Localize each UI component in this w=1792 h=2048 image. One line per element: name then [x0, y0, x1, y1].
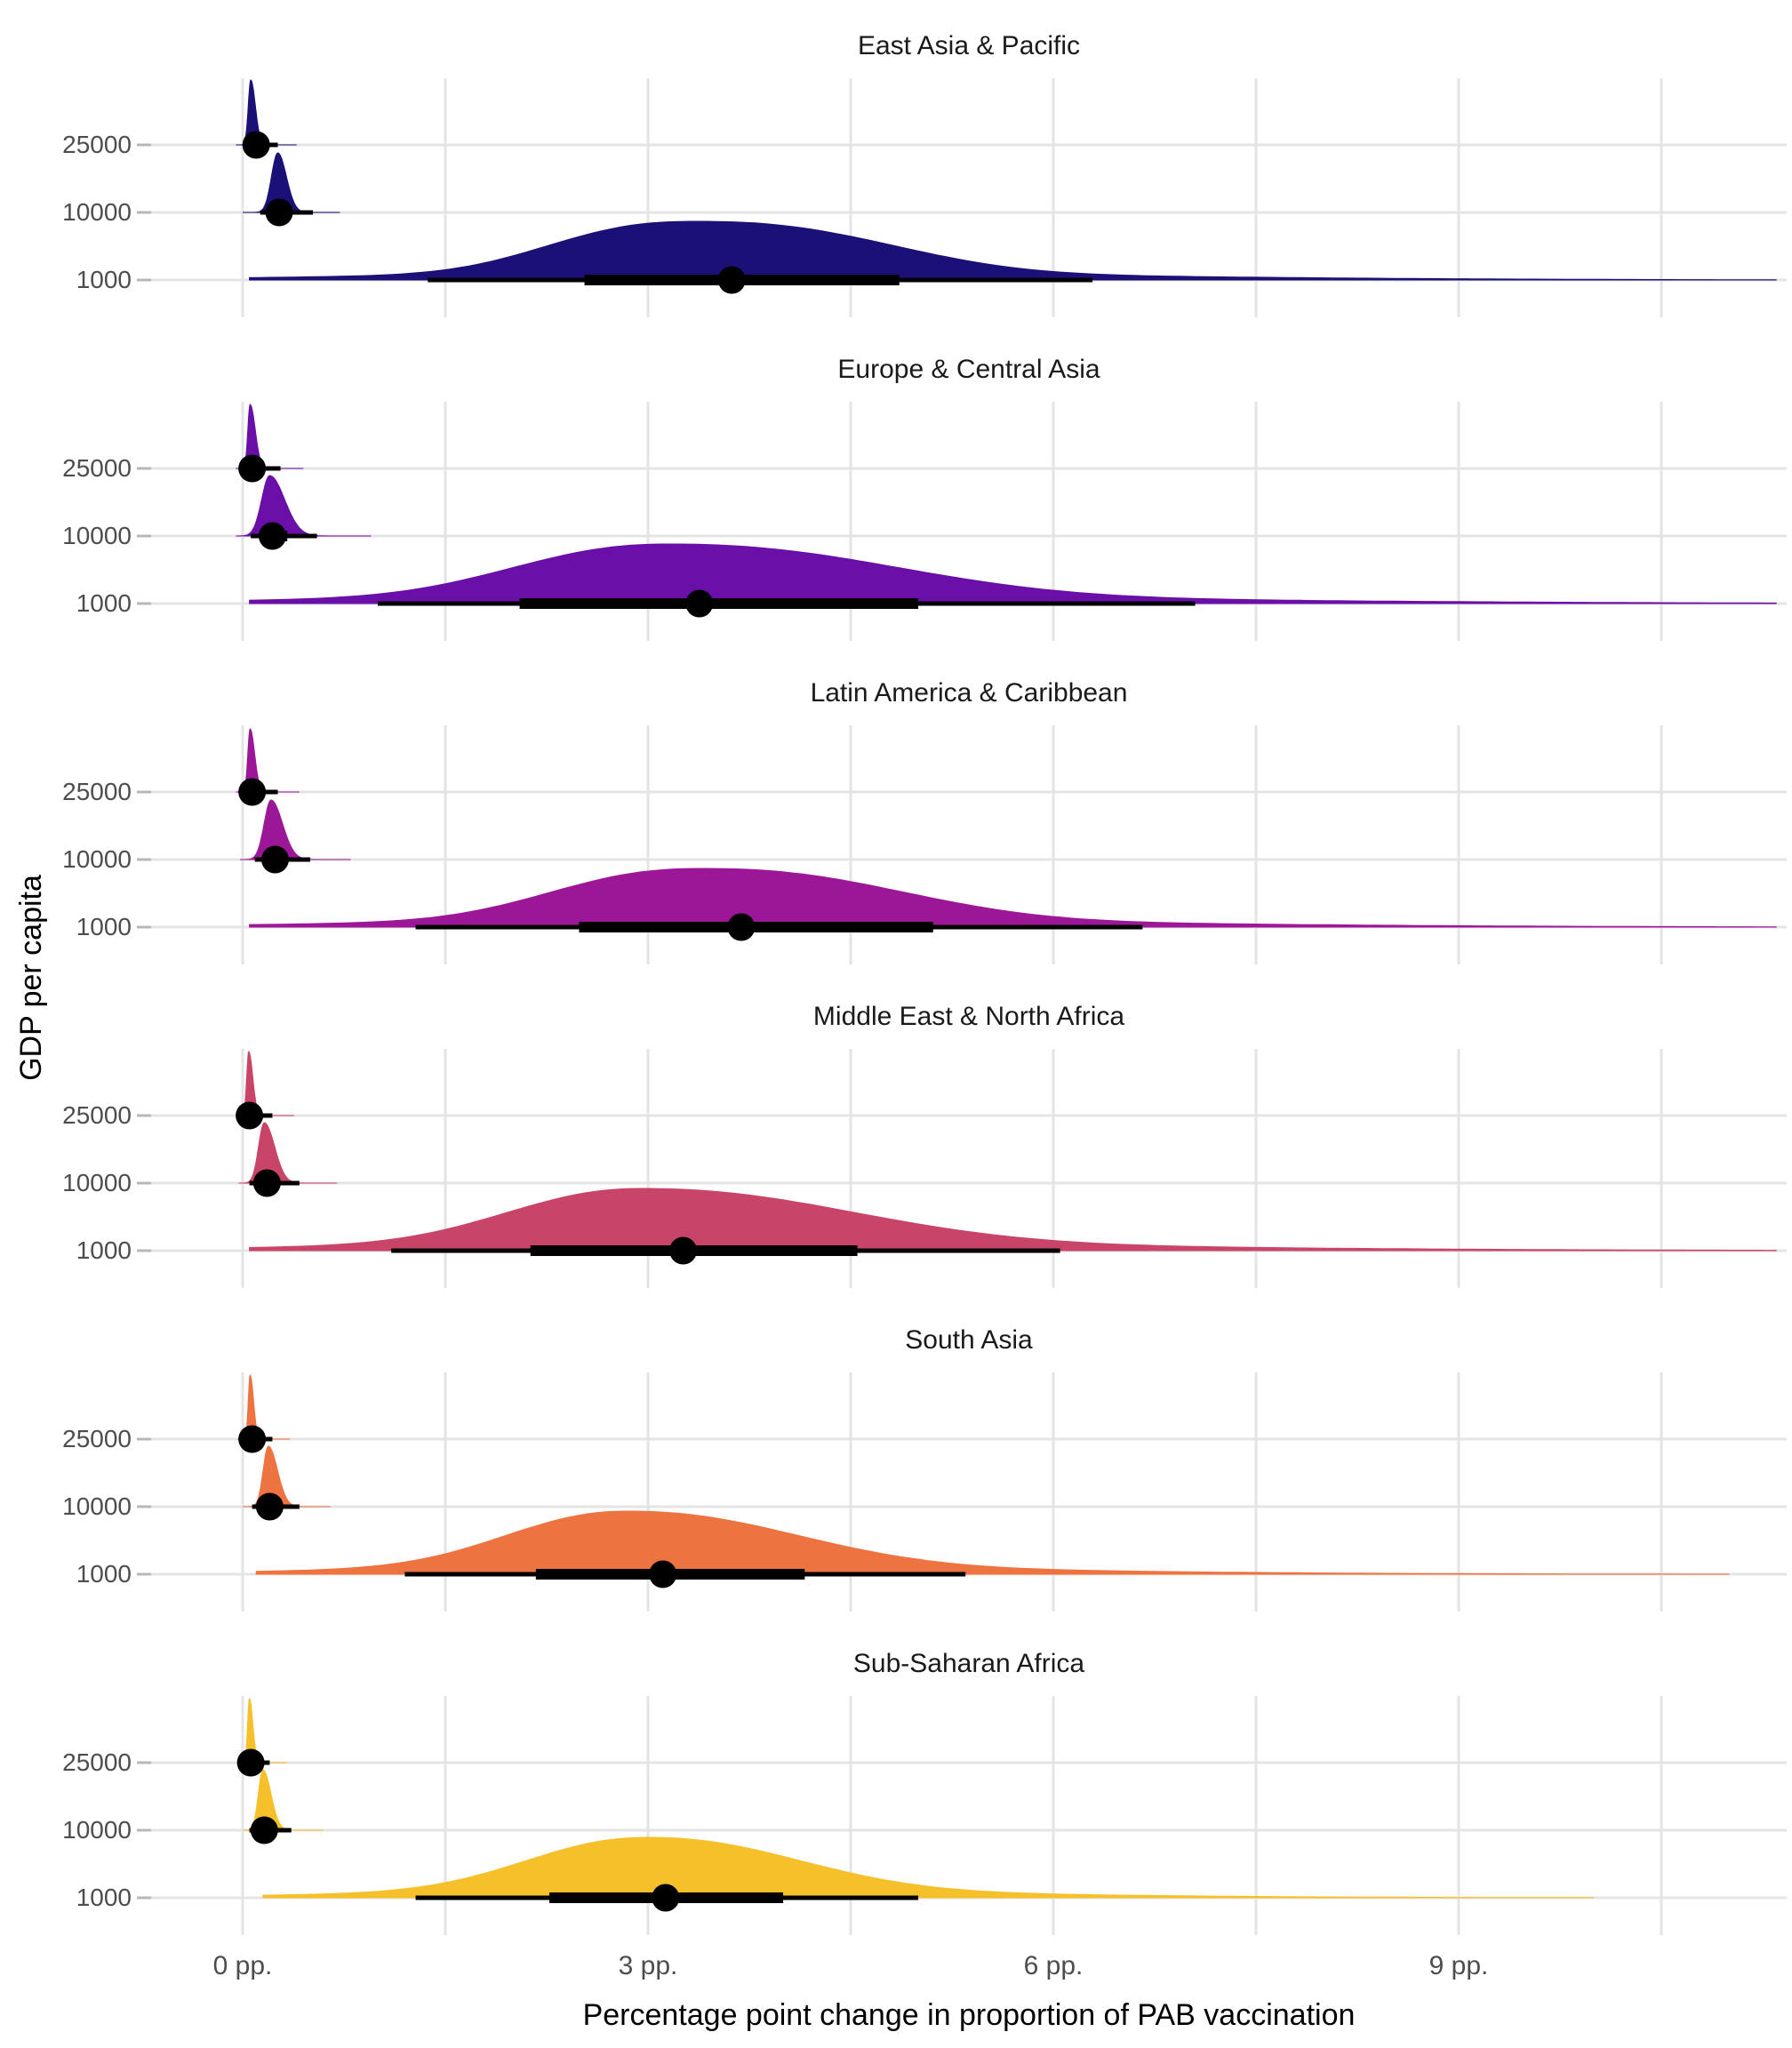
facet-title: Latin America & Caribbean [810, 678, 1128, 708]
y-tick-label: 10000 [62, 1816, 132, 1844]
density-1000 [249, 868, 1777, 928]
facet-title: South Asia [905, 1325, 1033, 1355]
panel-1 [137, 402, 1787, 641]
y-tick-label: 1000 [76, 266, 132, 293]
median-point-25000 [236, 1101, 264, 1130]
median-point-25000 [238, 454, 267, 483]
panel-3 [137, 1049, 1787, 1288]
panel-5 [137, 1696, 1787, 1935]
y-tick-label: 1000 [76, 1560, 132, 1588]
facet-title: Europe & Central Asia [837, 355, 1100, 384]
median-point-10000 [265, 198, 293, 227]
y-tick-label: 25000 [62, 1101, 132, 1129]
median-point-25000 [236, 1748, 265, 1777]
median-point-10000 [258, 522, 286, 550]
facet-title: Sub-Saharan Africa [852, 1649, 1085, 1678]
y-tick-label: 10000 [62, 1169, 132, 1196]
median-point-1000 [652, 1884, 680, 1912]
median-point-25000 [238, 1425, 267, 1453]
median-point-10000 [260, 845, 289, 874]
panel-4 [137, 1372, 1787, 1612]
facet-title: Middle East & North Africa [812, 1002, 1125, 1031]
median-point-25000 [238, 778, 267, 806]
x-tick-label: 9 pp. [1428, 1951, 1489, 1980]
y-tick-label: 25000 [62, 1425, 132, 1452]
x-tick-label: 0 pp. [212, 1951, 273, 1980]
density-25000 [236, 79, 297, 146]
y-tick-label: 10000 [62, 198, 132, 226]
median-point-1000 [717, 266, 746, 294]
facet-title: East Asia & Pacific [857, 31, 1081, 60]
median-point-1000 [685, 589, 714, 618]
y-axis-title: GDP per capita [14, 875, 48, 1081]
y-tick-label: 25000 [62, 454, 132, 482]
y-tick-label: 10000 [62, 845, 132, 873]
x-tick-label: 6 pp. [1023, 1951, 1084, 1980]
y-tick-label: 10000 [62, 1492, 132, 1520]
density-10000 [243, 152, 340, 213]
median-point-10000 [255, 1492, 284, 1521]
density-1000 [249, 220, 1777, 281]
y-tick-label: 1000 [76, 1884, 132, 1911]
median-point-25000 [242, 131, 270, 159]
density-1000 [249, 1188, 1777, 1252]
median-point-10000 [252, 1169, 281, 1197]
x-tick-label: 3 pp. [618, 1951, 678, 1980]
median-point-1000 [649, 1560, 677, 1588]
density-10000 [243, 1445, 331, 1508]
median-point-1000 [669, 1236, 698, 1265]
density-10000 [238, 1122, 338, 1184]
density-1000 [255, 1510, 1730, 1575]
y-tick-label: 10000 [62, 522, 132, 549]
density-10000 [236, 475, 372, 537]
density-1000 [262, 1836, 1595, 1899]
y-tick-label: 1000 [76, 589, 132, 617]
median-point-10000 [250, 1816, 278, 1844]
density-10000 [240, 799, 351, 860]
panel-0 [137, 78, 1787, 317]
density-10000 [243, 1769, 324, 1831]
median-point-1000 [727, 913, 756, 941]
y-tick-label: 1000 [76, 1236, 132, 1264]
y-tick-label: 25000 [62, 1748, 132, 1776]
x-axis-title: Percentage point change in proportion of… [582, 1998, 1356, 2032]
density-1000 [249, 543, 1777, 604]
y-tick-label: 1000 [76, 913, 132, 940]
y-tick-label: 25000 [62, 131, 132, 158]
y-tick-label: 25000 [62, 778, 132, 805]
panel-2 [137, 725, 1787, 964]
